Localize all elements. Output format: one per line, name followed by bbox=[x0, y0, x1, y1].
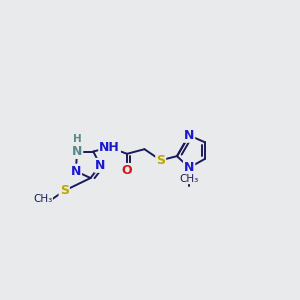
Text: N: N bbox=[95, 159, 106, 172]
Text: CH₃: CH₃ bbox=[33, 194, 52, 204]
Text: S: S bbox=[42, 194, 50, 204]
Text: N: N bbox=[72, 145, 82, 158]
Text: N: N bbox=[184, 161, 194, 174]
Text: S: S bbox=[156, 154, 165, 167]
Text: S: S bbox=[60, 184, 69, 197]
Text: N: N bbox=[71, 165, 81, 178]
Text: NH: NH bbox=[99, 141, 120, 154]
Text: S: S bbox=[60, 184, 69, 197]
Text: O: O bbox=[122, 164, 132, 177]
Text: H: H bbox=[73, 134, 81, 144]
Text: N: N bbox=[184, 129, 194, 142]
Text: CH₃: CH₃ bbox=[179, 174, 199, 184]
